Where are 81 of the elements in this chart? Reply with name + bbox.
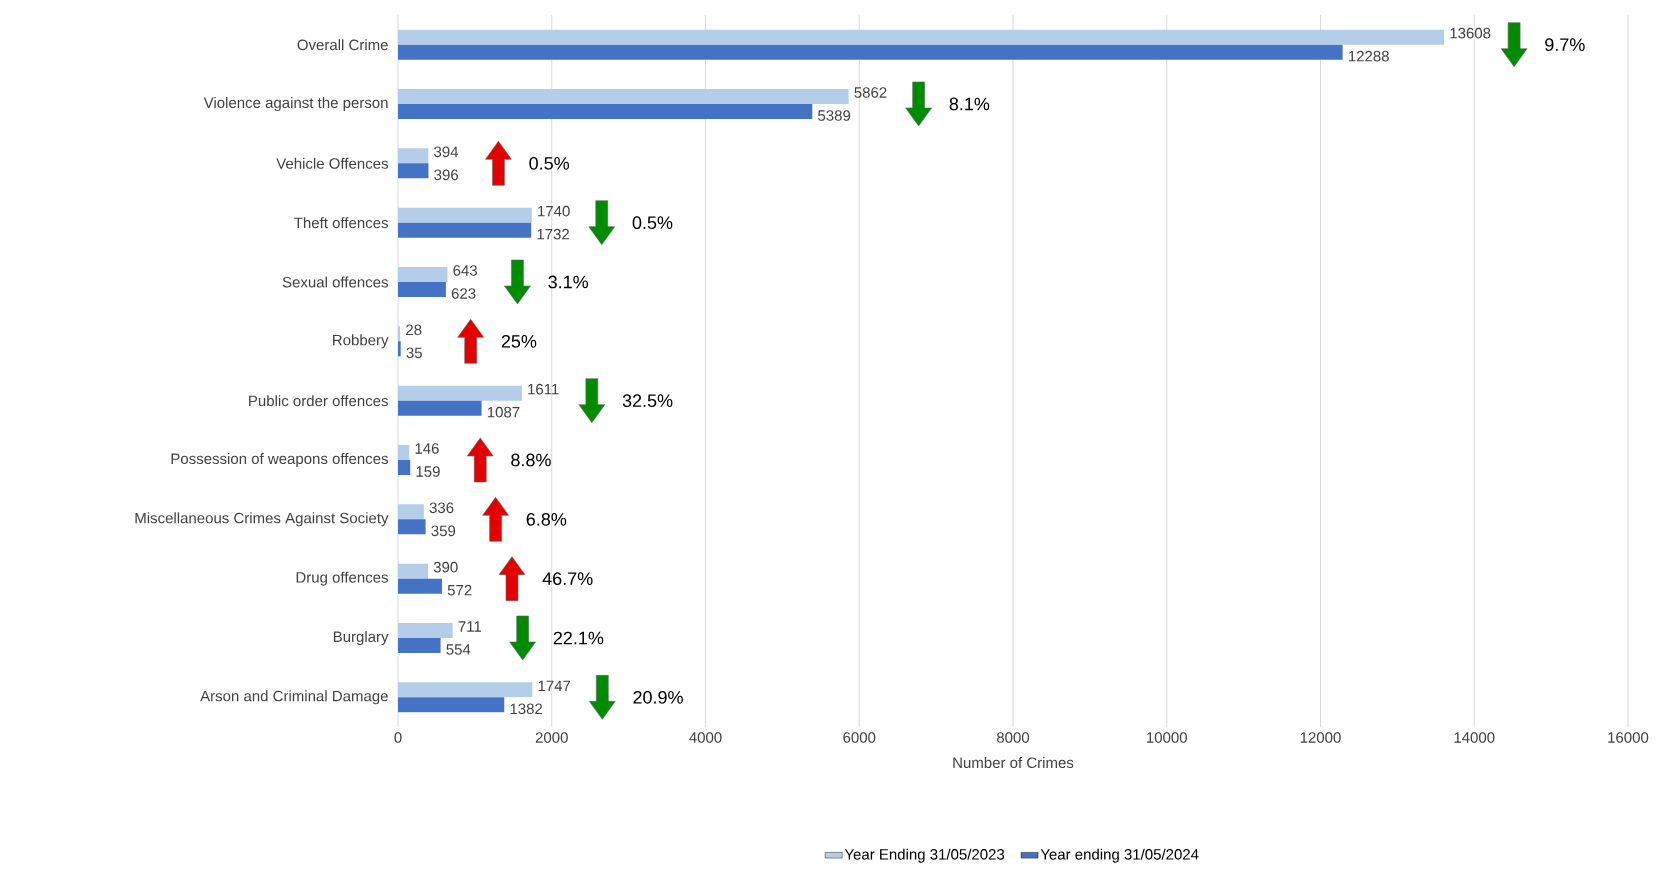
y-tick-label: Overall Crime [297,39,388,51]
y-tick-label: Vehicle Offences [276,157,388,169]
x-tick-label: 10000 [1147,732,1187,743]
y-tick-label: Robbery [333,334,389,349]
data-label: 1087 [487,406,520,418]
annotation: 9.7% [1545,38,1585,52]
bar [398,267,448,282]
x-tick-label: 0 [394,732,402,743]
legend-label: Year Ending 31/05/2023 [844,848,1005,863]
bar [398,282,446,297]
data-label: 28 [406,324,422,336]
bar [398,623,453,638]
x-tick-label: 16000 [1608,732,1649,743]
y-tick-label: Arson and Criminal Damage [200,690,388,705]
x-tick-label: 2000 [535,732,568,743]
y-tick-label: Sexual offences [282,276,388,288]
annotation: 0.5% [632,216,673,230]
bar [398,207,532,223]
data-label: 5389 [818,110,851,121]
data-label: 643 [453,265,477,276]
data-label: 396 [434,169,459,181]
data-label: 13608 [1450,27,1491,39]
data-label: 159 [416,466,440,477]
data-label: 12288 [1348,50,1389,62]
bar [398,460,411,475]
y-tick-label: Burglary [333,631,389,645]
annotation: 8.1% [949,97,990,111]
data-label: 1747 [538,680,571,691]
x-axis-title: Number of Crimes [953,757,1074,769]
data-label: 572 [447,584,472,596]
x-tick-label: 14000 [1454,732,1495,743]
annotation: 0.5% [529,156,570,170]
x-tick-label: 6000 [843,732,876,743]
data-label: 623 [451,288,476,299]
y-tick-label: Public order offences [249,395,388,407]
y-tick-label: Violence against the person [203,97,388,111]
x-tick-label: 8000 [996,732,1030,743]
annotation: 32.5% [622,394,673,408]
bar [398,682,533,698]
x-tick-label: 4000 [689,732,722,743]
data-label: 5862 [854,87,887,98]
annotation: 20.9% [633,690,683,704]
data-label: 1740 [538,205,570,217]
y-tick-label: Drug offences [296,571,388,586]
data-label: 1382 [510,703,543,715]
data-label: 35 [406,347,422,359]
annotation: 46.7% [542,572,593,586]
bar [398,163,429,179]
bar [398,104,813,119]
annotation: 25% [501,334,537,348]
bar [398,504,424,520]
bar [398,519,426,535]
bar [398,638,441,653]
data-label: 336 [429,502,454,514]
annotation: 3.1% [548,275,589,289]
data-label: 1732 [537,228,569,240]
annotation: 22.1% [553,631,604,645]
data-label: 711 [458,621,482,632]
bar [398,222,532,238]
bar [398,29,1445,45]
data-label: 554 [446,644,471,655]
legend-label: Year ending 31/05/2024 [1040,848,1199,863]
data-label: 1611 [528,383,559,395]
bar [398,400,482,416]
annotation: 8.8% [511,453,551,467]
bar [398,578,442,594]
bar [398,44,1343,60]
data-label: 146 [415,443,439,454]
bar [398,563,428,579]
bar [398,697,505,713]
y-tick-label: Theft offences [294,217,388,229]
bar [398,89,849,104]
data-label: 390 [433,561,458,573]
data-label: 359 [431,525,456,537]
annotation: 6.8% [526,512,567,526]
x-tick-label: 12000 [1300,732,1341,743]
y-tick-label: Possession of weapons offences [171,453,388,467]
data-label: 394 [434,146,459,158]
bar [398,385,522,401]
bar [398,148,429,164]
y-tick-label: Miscellaneous Crimes Against Society [135,512,389,527]
